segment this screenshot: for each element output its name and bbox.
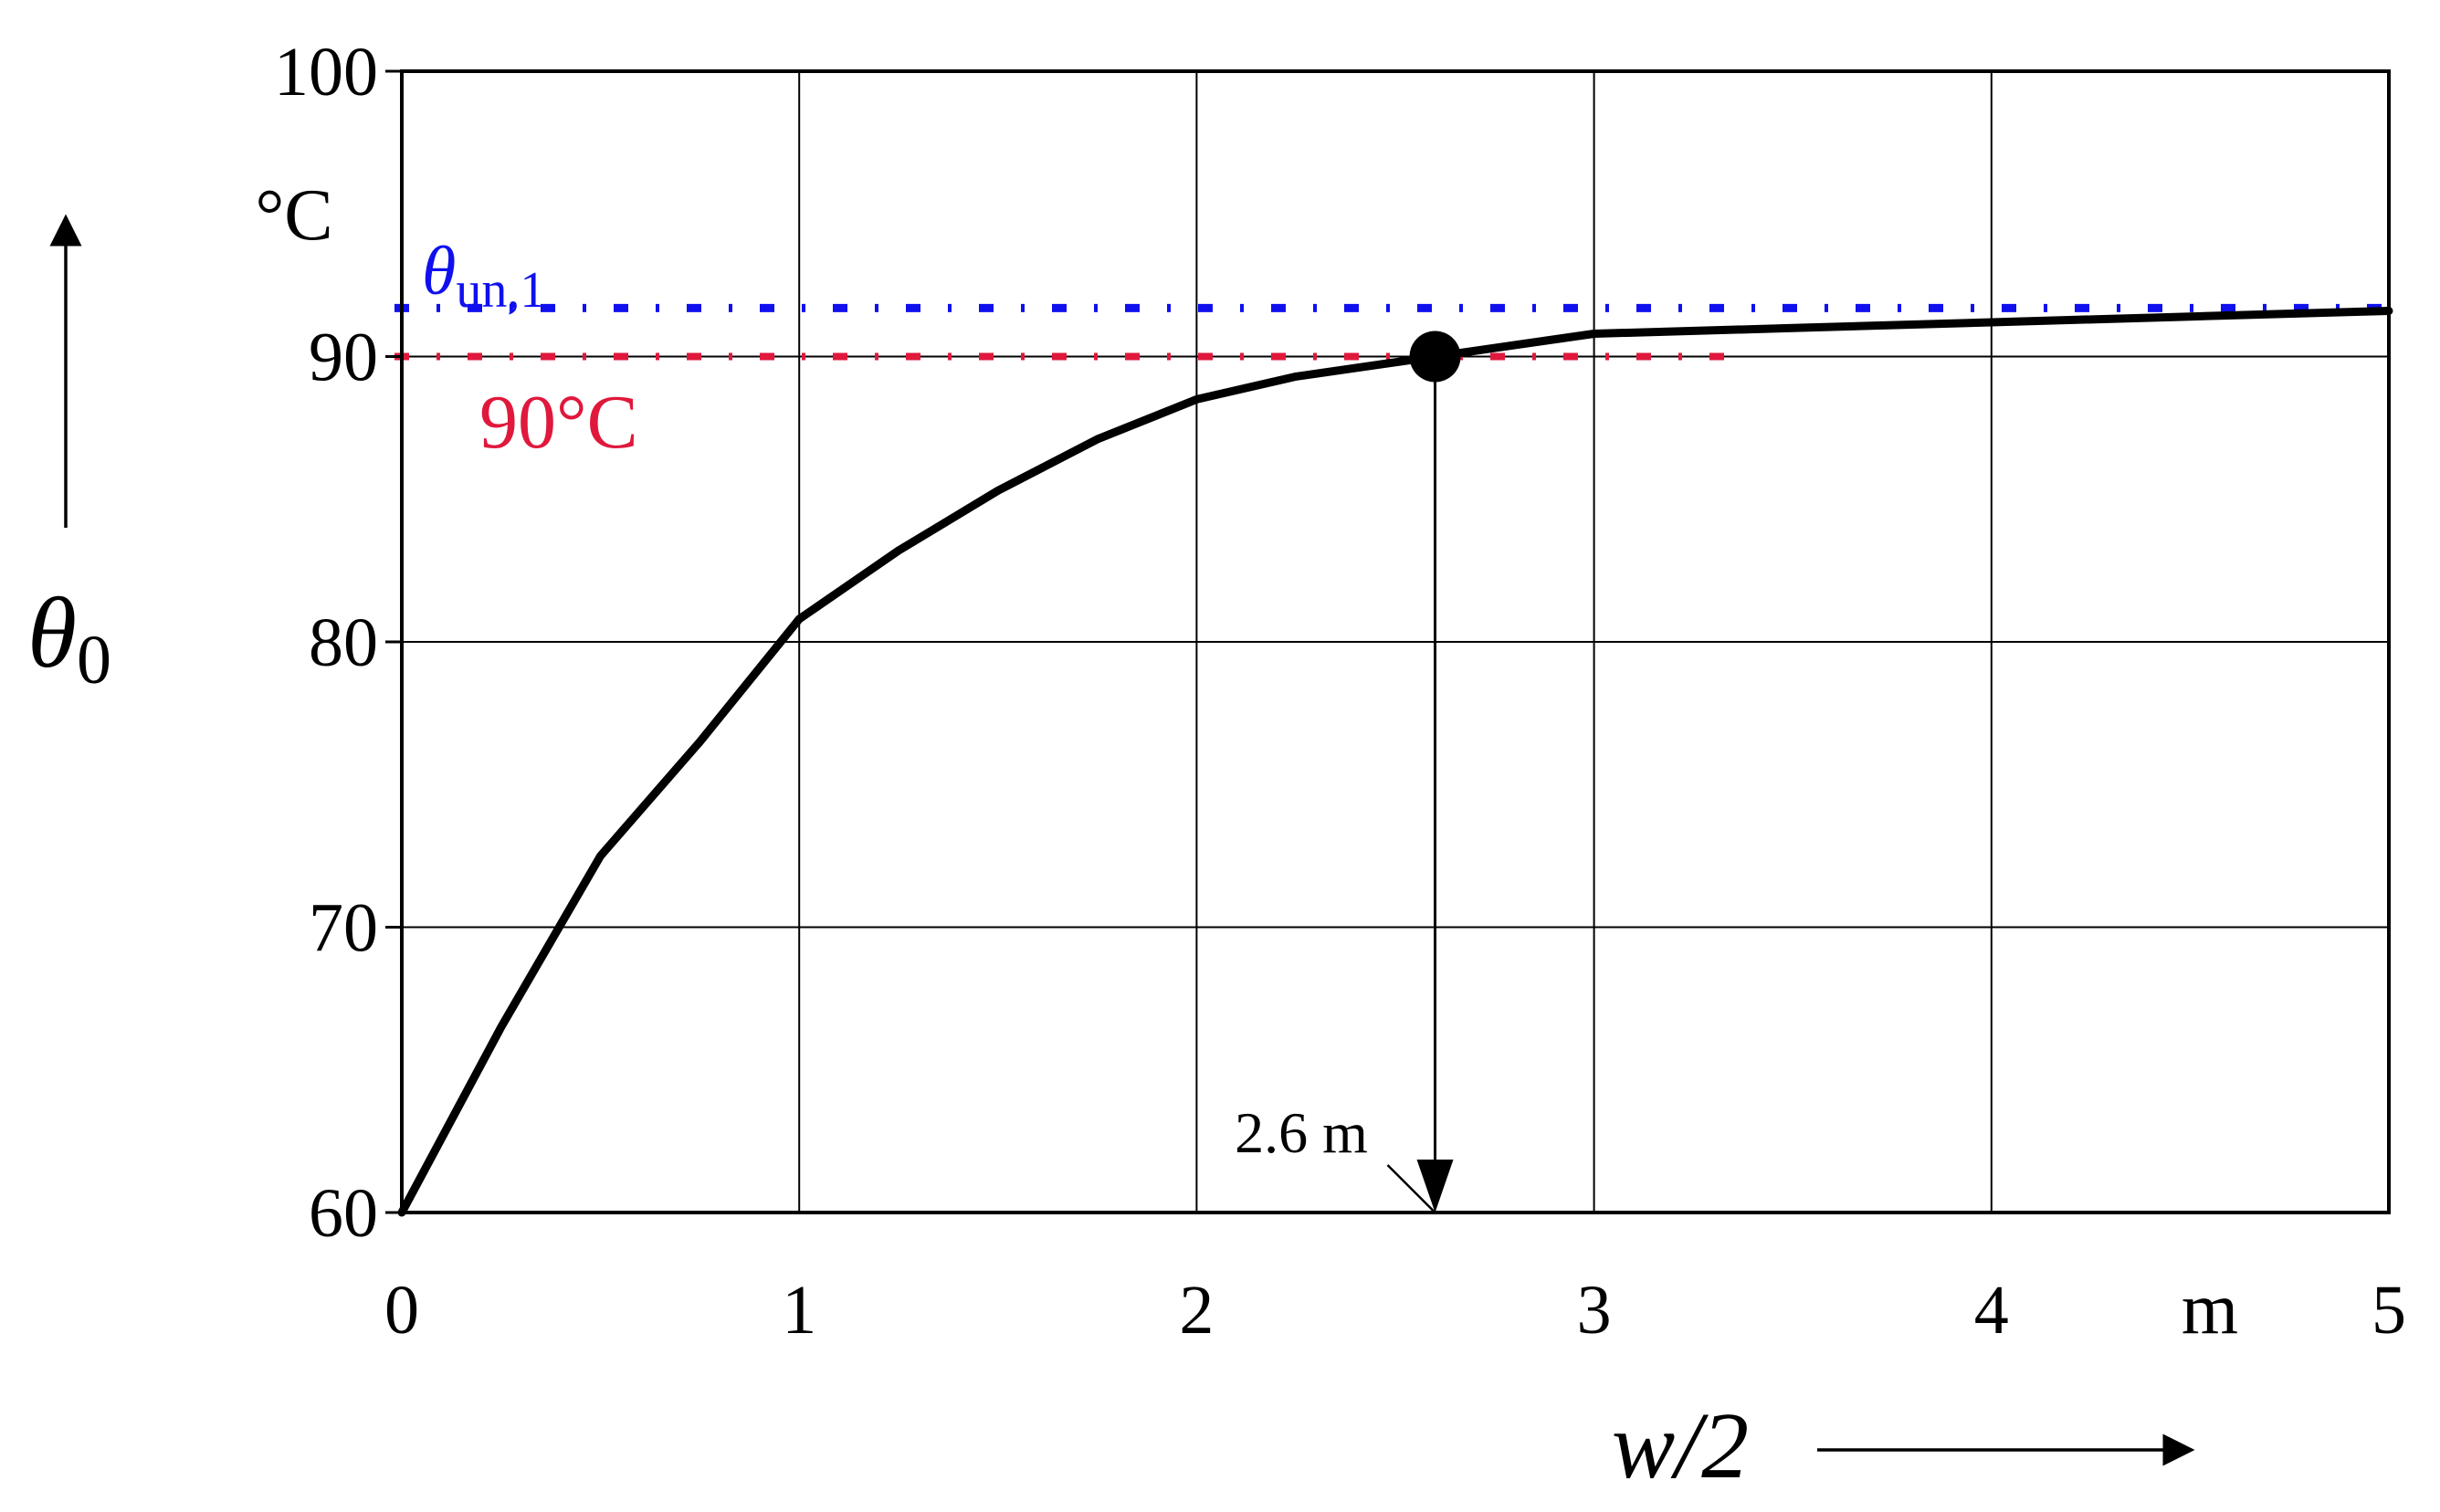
theta-symbol: θ	[27, 577, 77, 688]
x-unit-label: m	[2182, 1269, 2238, 1349]
theta-un-label: θun,1	[422, 233, 545, 319]
x-tick-label: 1	[782, 1272, 816, 1349]
y-axis-label: θ0	[27, 577, 111, 698]
y-tick-label: 70	[309, 890, 378, 967]
x-tick-label: 0	[384, 1272, 419, 1349]
y-tick-label: 60	[309, 1175, 378, 1252]
intersection-marker	[1409, 331, 1461, 383]
y-tick-label: 100	[274, 34, 378, 110]
tick-labels: 60 70 80 90 100 0 1 2 3 4 5	[274, 34, 2406, 1349]
curve-layer	[397, 307, 2393, 1217]
x-tick-label: 3	[1577, 1272, 1612, 1349]
annotation-2-6m: 2.6 m	[1235, 1100, 1368, 1165]
ninety-degree-label: 90°C	[479, 380, 638, 465]
theta-un-subscript: un,1	[456, 262, 545, 319]
grid-lines	[402, 71, 2389, 1213]
y-axis-subscript: 0	[77, 622, 111, 698]
x-tick-label: 2	[1179, 1272, 1214, 1349]
plot-frame	[385, 69, 2391, 1214]
annotation-leader	[1386, 1164, 1436, 1213]
x-tick-label: 5	[2372, 1272, 2406, 1349]
x-axis-label: w/2	[1612, 1393, 1749, 1498]
theta-symbol: θ	[422, 233, 456, 310]
y-tick-label: 90	[309, 320, 378, 396]
y-tick-label: 80	[309, 604, 378, 681]
y-unit-label: °C	[255, 175, 332, 256]
reference-lines	[394, 303, 2389, 361]
theta0-curve	[397, 307, 2393, 1217]
x-tick-label: 4	[1974, 1272, 2009, 1349]
drop-arrowhead	[1416, 1160, 1454, 1213]
